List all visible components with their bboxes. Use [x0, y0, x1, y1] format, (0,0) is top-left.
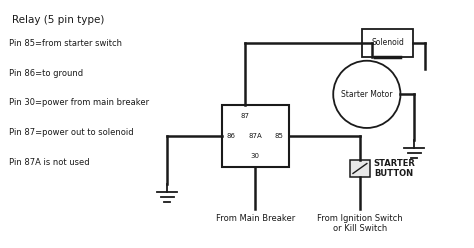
- Text: Solenoid: Solenoid: [371, 38, 404, 47]
- Text: 30: 30: [251, 153, 260, 159]
- Bar: [350, 159, 370, 177]
- Text: 87: 87: [240, 113, 249, 119]
- Text: Pin 87A is not used: Pin 87A is not used: [9, 158, 90, 167]
- Text: Pin 86=to ground: Pin 86=to ground: [9, 69, 83, 78]
- Bar: [221, 105, 289, 166]
- Text: 86: 86: [227, 133, 236, 139]
- Text: Pin 87=power out to solenoid: Pin 87=power out to solenoid: [9, 128, 134, 137]
- Text: Pin 85=from starter switch: Pin 85=from starter switch: [9, 39, 122, 48]
- Text: Pin 30=power from main breaker: Pin 30=power from main breaker: [9, 98, 149, 107]
- Text: Relay (5 pin type): Relay (5 pin type): [12, 15, 105, 25]
- Text: From Ignition Switch
or Kill Switch: From Ignition Switch or Kill Switch: [317, 214, 403, 233]
- Text: Starter Motor: Starter Motor: [341, 90, 392, 99]
- Text: 87A: 87A: [248, 133, 262, 139]
- Text: STARTER
BUTTON: STARTER BUTTON: [374, 159, 416, 178]
- Bar: [362, 29, 413, 57]
- Text: From Main Breaker: From Main Breaker: [216, 214, 295, 223]
- Text: 85: 85: [275, 133, 284, 139]
